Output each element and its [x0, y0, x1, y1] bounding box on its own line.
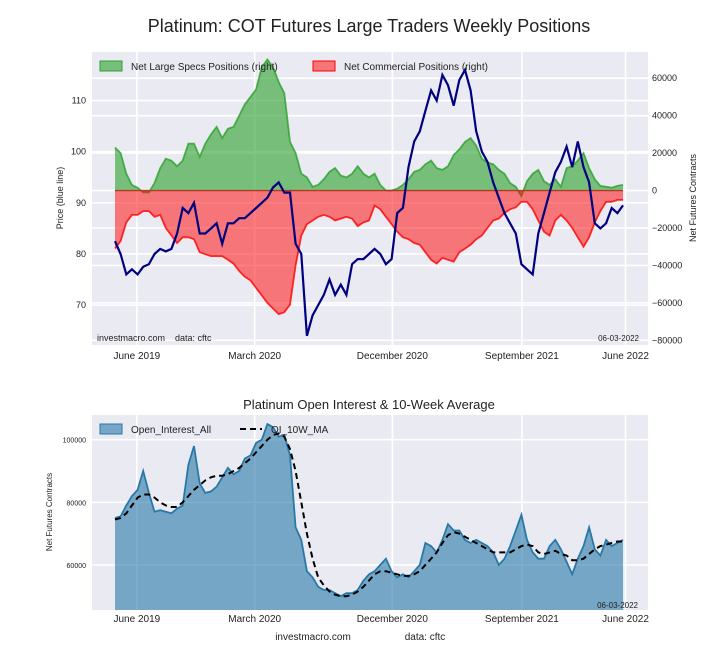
contracts-tick-label: −60000 [652, 298, 682, 308]
date-tick-label: March 2020 [228, 614, 281, 625]
open-interest-y-ticks: 60000 80000 100000 [63, 438, 86, 570]
footer-source: data: cftc [405, 632, 446, 643]
contracts-tick-label: −40000 [652, 260, 682, 270]
date-stamp: 06-03-2022 [598, 334, 639, 343]
contracts-tick-label: 20000 [652, 148, 677, 158]
price-tick-label: 100 [71, 147, 86, 157]
specs-line [114, 57, 624, 199]
contracts-tick-label: 0 [652, 186, 657, 196]
commercial-line [114, 199, 623, 316]
oi-moving-average-line [114, 432, 623, 598]
open-interest-title: Platinum Open Interest & 10-Week Average [243, 397, 495, 412]
date-tick-label: June 2022 [602, 351, 649, 362]
legend-swatch-commercial [312, 60, 336, 72]
legend-swatch-specs [99, 60, 123, 72]
open-interest-chart: 60000 80000 100000 June 2019 March 2020 Dece… [45, 415, 649, 625]
open-interest-areas [114, 422, 624, 610]
price-axis-label: Price (blue line) [55, 167, 65, 230]
price-tick-label: 90 [76, 198, 86, 208]
footer-site: investmacro.com [275, 632, 351, 643]
net-contracts-axis-ticks: −80000 −60000 −40000 −20000 0 20000 40000 60000 [652, 73, 682, 345]
open-interest-x-ticks: June 2019 March 2020 December 2020 Septembe… [113, 614, 649, 625]
positions-lines [113, 67, 624, 337]
legend-label-specs: Net Large Specs Positions (right) [131, 62, 278, 73]
positions-chart: 70 80 90 100 110 −80000 −60000 −40000 −20000 0 20… [55, 52, 698, 362]
contracts-tick-label: −80000 [652, 335, 682, 345]
positions-areas [114, 57, 624, 316]
date-tick-label: March 2020 [228, 351, 281, 362]
date-tick-label: September 2021 [485, 614, 559, 625]
date-tick-label: September 2021 [485, 351, 559, 362]
date-tick-label: June 2022 [602, 614, 649, 625]
positions-x-axis-ticks: June 2019 March 2020 December 2020 Septembe… [113, 351, 649, 362]
legend-swatch-open-interest [99, 423, 123, 435]
date-tick-label: December 2020 [357, 614, 429, 625]
contracts-tick-label: −20000 [652, 223, 682, 233]
price-tick-label: 80 [76, 249, 86, 259]
price-tick-label: 70 [76, 300, 86, 310]
price-tick-label: 110 [72, 96, 86, 106]
specs-area [115, 59, 623, 197]
open-interest-line [114, 422, 624, 598]
open-interest-area [115, 424, 623, 610]
contracts-tick-label: 60000 [652, 73, 677, 83]
date-tick-label: June 2019 [113, 614, 160, 625]
watermark: investmacro.com data: cftc [97, 333, 212, 343]
commercial-area [115, 190, 623, 315]
price-axis-ticks: 70 80 90 100 110 [71, 96, 86, 311]
legend-label-ma: OI_10W_MA [271, 425, 329, 436]
date-tick-label: June 2019 [113, 351, 160, 362]
positions-legend: Net Large Specs Positions (right) Net Co… [99, 60, 488, 73]
contracts-tick-label: 40000 [652, 111, 677, 121]
oi-tick-label: 100000 [63, 438, 86, 445]
net-contracts-axis-label: Net Futures Contracts [688, 153, 698, 242]
legend-label-open-interest: Open_Interest_All [131, 425, 211, 436]
price-line [113, 67, 624, 337]
open-interest-date-stamp: 06-03-2022 [597, 601, 638, 610]
figure-title: Platinum: COT Futures Large Traders Week… [148, 16, 591, 36]
date-tick-label: December 2020 [357, 351, 429, 362]
legend-label-commercial: Net Commercial Positions (right) [344, 62, 488, 73]
oi-tick-label: 80000 [67, 500, 87, 507]
oi-tick-label: 60000 [67, 563, 87, 570]
open-interest-legend: Open_Interest_All OI_10W_MA [99, 423, 329, 436]
open-interest-y-label: Net Futures Contracts [45, 473, 54, 551]
